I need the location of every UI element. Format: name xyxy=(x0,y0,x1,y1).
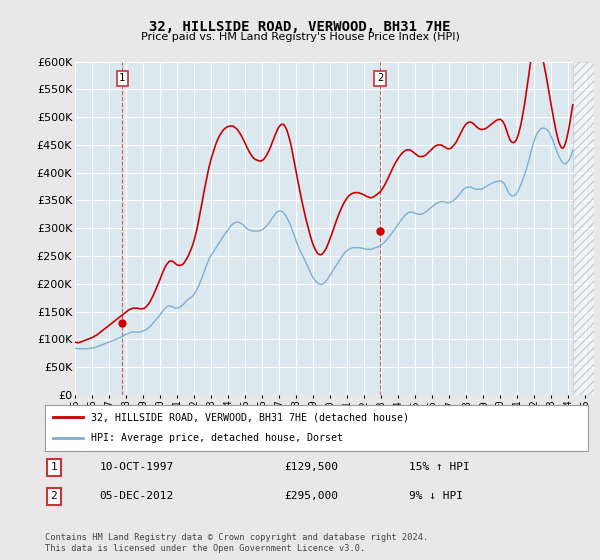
Text: HPI: Average price, detached house, Dorset: HPI: Average price, detached house, Dors… xyxy=(91,433,343,444)
Text: 15% ↑ HPI: 15% ↑ HPI xyxy=(409,462,470,472)
Text: £295,000: £295,000 xyxy=(284,491,338,501)
Text: 2: 2 xyxy=(377,73,383,83)
Text: 32, HILLSIDE ROAD, VERWOOD, BH31 7HE: 32, HILLSIDE ROAD, VERWOOD, BH31 7HE xyxy=(149,20,451,34)
Text: Contains HM Land Registry data © Crown copyright and database right 2024.
This d: Contains HM Land Registry data © Crown c… xyxy=(45,533,428,553)
Text: 1: 1 xyxy=(50,462,57,472)
Text: £129,500: £129,500 xyxy=(284,462,338,472)
Text: 1: 1 xyxy=(119,73,125,83)
Text: 9% ↓ HPI: 9% ↓ HPI xyxy=(409,491,463,501)
Text: 32, HILLSIDE ROAD, VERWOOD, BH31 7HE (detached house): 32, HILLSIDE ROAD, VERWOOD, BH31 7HE (de… xyxy=(91,412,409,422)
Text: 05-DEC-2012: 05-DEC-2012 xyxy=(100,491,173,501)
Text: 2: 2 xyxy=(50,491,57,501)
Text: Price paid vs. HM Land Registry's House Price Index (HPI): Price paid vs. HM Land Registry's House … xyxy=(140,32,460,43)
Bar xyxy=(573,62,594,395)
Text: 10-OCT-1997: 10-OCT-1997 xyxy=(100,462,173,472)
